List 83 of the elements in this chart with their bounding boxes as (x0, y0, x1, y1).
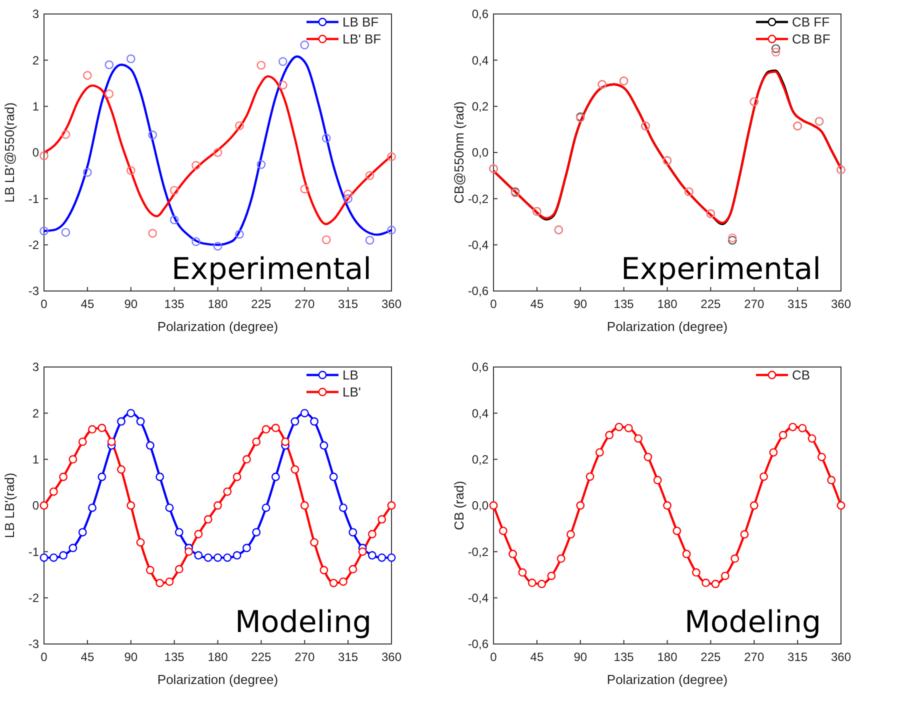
x-tick-label: 225 (700, 297, 722, 311)
y-tick-label: 3 (32, 360, 40, 374)
y-tick-label: 2 (32, 406, 40, 420)
x-tick-label: 45 (530, 297, 544, 311)
y-tick-label: 2 (32, 53, 40, 68)
y-tick-label: -0,6 (468, 284, 489, 298)
x-axis-title: Polarization (degree) (606, 319, 728, 334)
x-tick-label: 315 (338, 297, 358, 311)
x-tick-label: 270 (294, 297, 315, 311)
x-tick-label: 315 (338, 650, 358, 664)
y-tick-label: -2 (28, 238, 40, 252)
y-tick-label: -0,2 (468, 544, 489, 559)
x-tick-label: 225 (251, 297, 272, 311)
x-axis-title: Polarization (degree) (606, 672, 728, 687)
y-tick-label: 0 (32, 498, 40, 513)
y-axis-title: LB LB'(rad) (2, 472, 17, 538)
y-tick-label: -0,2 (468, 192, 489, 206)
legend-label: CB FF (792, 14, 830, 30)
y-tick-label: 0,6 (472, 7, 489, 22)
x-tick-label: 135 (164, 650, 185, 664)
x-tick-label: 180 (657, 650, 678, 664)
x-tick-label: 135 (164, 297, 185, 311)
x-tick-label: 45 (530, 650, 544, 664)
x-tick-label: 90 (124, 297, 138, 311)
y-tick-label: 0 (32, 146, 40, 160)
x-tick-label: 270 (744, 297, 764, 311)
legend-label: LB (342, 368, 358, 383)
x-tick-label: 45 (80, 297, 94, 311)
legend-label: LB BF (342, 14, 379, 30)
x-tick-label: 0 (40, 650, 48, 664)
y-tick-label: -3 (28, 284, 40, 298)
x-tick-label: 135 (614, 650, 634, 664)
y-tick-label: 0,6 (472, 360, 489, 374)
annotation: Experimental (620, 252, 821, 287)
x-tick-label: 360 (830, 297, 852, 311)
x-tick-label: 90 (574, 650, 588, 664)
y-tick-label: 0,4 (472, 53, 489, 68)
y-tick-label: -0,4 (468, 238, 489, 252)
x-tick-label: 180 (208, 297, 228, 311)
y-tick-label: 0,0 (472, 498, 489, 513)
x-tick-label: 180 (657, 297, 678, 311)
legend-label: CB BF (792, 32, 830, 47)
annotation: Modeling (684, 605, 821, 640)
x-tick-label: 180 (208, 650, 228, 664)
y-tick-label: 0,4 (472, 406, 489, 420)
x-tick-label: 270 (744, 650, 764, 664)
x-tick-label: 270 (294, 650, 315, 664)
x-tick-label: 315 (788, 297, 808, 311)
y-tick-label: -0,6 (468, 637, 489, 652)
y-axis-title: LB LB'@550(rad) (2, 102, 17, 203)
y-tick-label: 0,0 (472, 146, 489, 160)
x-tick-label: 135 (614, 297, 634, 311)
annotation: Modeling (235, 605, 372, 640)
x-tick-label: 90 (574, 297, 588, 311)
x-tick-label: 315 (788, 650, 808, 664)
x-tick-label: 0 (490, 650, 498, 664)
y-tick-label: 0,2 (472, 100, 489, 114)
y-tick-label: 1 (32, 100, 40, 114)
y-tick-label: -3 (28, 637, 40, 652)
y-tick-label: -0,4 (468, 591, 489, 606)
x-tick-label: 360 (381, 650, 402, 664)
y-tick-label: 0,2 (472, 452, 489, 467)
x-axis-title: Polarization (degree) (157, 319, 278, 334)
y-axis-title: CB@550nm (rad) (452, 101, 466, 204)
annotation: Experimental (171, 252, 372, 287)
x-tick-label: 0 (40, 297, 48, 311)
y-tick-label: -1 (28, 192, 40, 206)
y-tick-label: 1 (32, 452, 40, 467)
y-axis-title: CB (rad) (452, 480, 466, 530)
x-tick-label: 360 (381, 297, 402, 311)
y-tick-label: -2 (28, 591, 40, 606)
x-tick-label: 0 (490, 297, 498, 311)
legend-label: LB' BF (342, 32, 382, 47)
y-tick-label: -1 (28, 544, 40, 559)
legend-label: CB (792, 368, 810, 383)
y-tick-label: 3 (32, 7, 40, 22)
x-tick-label: 360 (830, 650, 852, 664)
legend-label: LB' (342, 384, 361, 400)
x-tick-label: 225 (700, 650, 722, 664)
x-tick-label: 45 (80, 650, 94, 664)
x-tick-label: 225 (251, 650, 272, 664)
x-tick-label: 90 (124, 650, 138, 664)
x-axis-title: Polarization (degree) (157, 672, 278, 687)
